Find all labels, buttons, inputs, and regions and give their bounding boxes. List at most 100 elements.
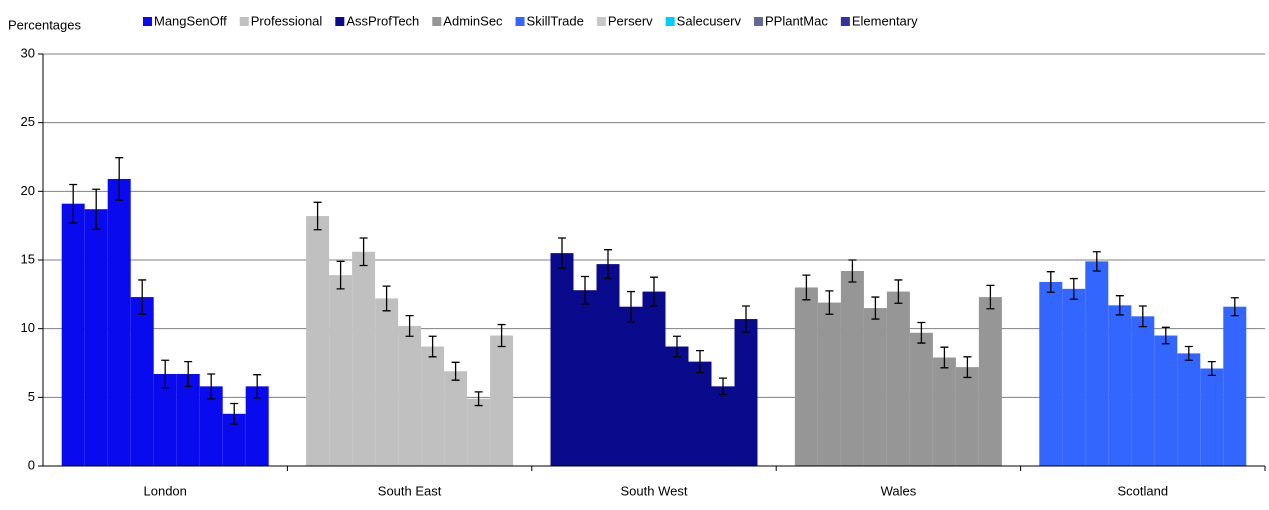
error-bar (451, 361, 460, 381)
bar (978, 297, 1002, 466)
error-bar (138, 279, 147, 315)
bar (1062, 288, 1086, 466)
legend-label: Perserv (608, 13, 653, 28)
bar (794, 287, 818, 466)
error-bar (986, 284, 995, 310)
error-bar (313, 201, 322, 231)
bar (573, 290, 597, 466)
bar (955, 367, 979, 466)
bar (1154, 335, 1178, 466)
bar (688, 361, 712, 466)
error-bar (161, 359, 170, 389)
bar (550, 253, 574, 466)
error-bar (359, 237, 368, 267)
bar (619, 306, 643, 466)
error-bar (115, 157, 124, 201)
legend-swatch (753, 17, 763, 26)
x-tick-label: Scotland (1118, 483, 1169, 498)
bar (886, 291, 910, 466)
error-bar (230, 402, 239, 425)
legend-label: AssProfTech (346, 13, 419, 28)
error-bar (92, 188, 101, 230)
legend-label: SkillTrade (527, 13, 584, 28)
legend-label: PPlantMac (765, 13, 828, 28)
bar (398, 325, 422, 466)
error-bar (336, 260, 345, 290)
bar (909, 332, 933, 466)
error-bar (1115, 295, 1124, 316)
error-bar (497, 323, 506, 348)
legend-label: Elementary (852, 13, 918, 28)
bar (817, 302, 841, 466)
bar (863, 308, 887, 466)
error-bar (825, 290, 834, 315)
y-axis-label: Percentages (8, 17, 81, 32)
y-tick-label: 20 (21, 183, 35, 198)
error-bar (405, 314, 414, 337)
legend-label: AdminSec (443, 13, 503, 28)
error-bar (382, 285, 391, 312)
bar (306, 216, 330, 466)
bar (176, 373, 200, 466)
legend-swatch (596, 17, 606, 26)
error-bar (69, 183, 78, 224)
bar (1131, 316, 1155, 466)
bar (222, 413, 246, 466)
bar (1085, 261, 1109, 466)
error-bar (650, 276, 658, 307)
bar (932, 357, 956, 466)
legend-swatch (239, 17, 249, 26)
error-bar (1184, 345, 1193, 361)
bar (1223, 306, 1247, 466)
bar (1108, 305, 1132, 466)
error-bar (207, 373, 216, 400)
legend-swatch (335, 17, 345, 26)
legend-swatch (143, 17, 152, 26)
legend-swatch (840, 17, 850, 26)
legend-swatch (432, 17, 442, 26)
legend-swatch (515, 17, 525, 26)
legend-label: Professional (251, 13, 323, 28)
bar (642, 291, 666, 466)
error-bar (963, 356, 972, 379)
error-bar (848, 259, 857, 283)
bar (130, 297, 154, 466)
error-bar (558, 237, 566, 269)
error-bar (940, 346, 949, 369)
error-bar (1092, 251, 1101, 272)
bar (444, 371, 468, 466)
legend-label: Salecuserv (677, 13, 742, 28)
bar (375, 298, 399, 466)
error-bar (1138, 305, 1147, 328)
error-bar (1161, 326, 1170, 345)
error-bar (581, 275, 589, 305)
bar (329, 275, 353, 466)
legend-swatch (665, 17, 675, 26)
bar (352, 251, 376, 466)
error-bar (894, 279, 903, 304)
bar (840, 270, 864, 466)
bar (1177, 353, 1201, 466)
error-bar (742, 305, 750, 333)
bar (1200, 368, 1224, 466)
bar (467, 398, 491, 466)
y-tick-label: 25 (21, 114, 35, 129)
x-tick-label: Wales (881, 483, 917, 498)
error-bar (1069, 277, 1078, 300)
x-tick-label: South East (378, 483, 442, 498)
bar (245, 386, 269, 466)
x-tick-label: London (144, 483, 187, 498)
y-tick-label: 15 (21, 251, 35, 266)
bar (711, 386, 735, 466)
bar (1039, 281, 1063, 466)
error-bar (627, 290, 635, 323)
bar (61, 203, 85, 466)
legend-label: MangSenOff (154, 13, 227, 28)
error-bar (1230, 297, 1239, 317)
error-bar (1207, 360, 1216, 377)
bar (665, 346, 689, 466)
bar (490, 335, 514, 466)
error-bar (917, 321, 926, 344)
y-tick-label: 10 (21, 320, 35, 335)
